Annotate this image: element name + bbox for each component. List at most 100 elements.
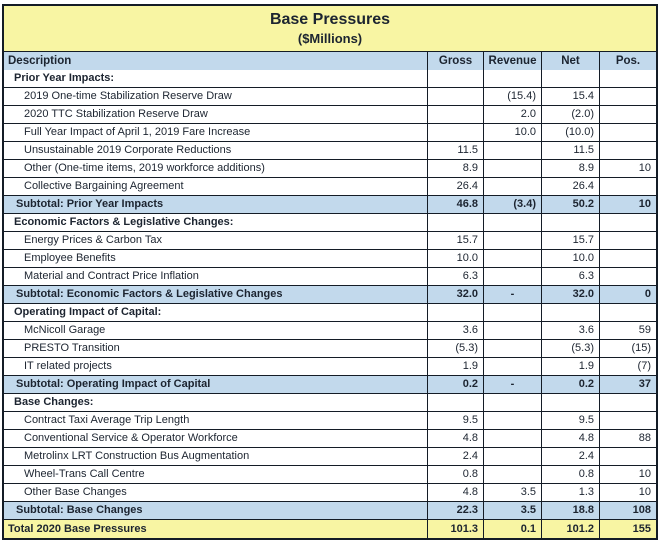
- cell-pos: 10: [599, 484, 656, 501]
- table-row-subtotal: Subtotal: Economic Factors & Legislative…: [4, 285, 656, 303]
- cell-net: [541, 214, 599, 231]
- cell-label: Full Year Impact of April 1, 2019 Fare I…: [24, 126, 251, 138]
- cell-label: Employee Benefits: [24, 252, 116, 264]
- cell-net: 0.8: [541, 466, 599, 483]
- cell-gross: 4.8: [427, 430, 483, 447]
- cell-net: 3.6: [541, 322, 599, 339]
- cell-revenue: [483, 178, 541, 195]
- cell-pos: [599, 232, 656, 249]
- cell-net: [541, 304, 599, 321]
- cell-revenue: [483, 214, 541, 231]
- column-header-revenue: Revenue: [483, 52, 541, 70]
- cell-label: 2019 One-time Stabilization Reserve Draw: [24, 90, 232, 102]
- table-row-data: 2019 One-time Stabilization Reserve Draw…: [4, 87, 656, 105]
- cell-pos: (15): [599, 340, 656, 357]
- table-row-data: Other (One-time items, 2019 workforce ad…: [4, 159, 656, 177]
- cell-net: 101.2: [541, 520, 599, 538]
- cell-pos: [599, 268, 656, 285]
- table-row-data: 2020 TTC Stabilization Reserve Draw 2.0 (2…: [4, 105, 656, 123]
- table-row-data: Wheel-Trans Call Centre 0.8 0.8 10: [4, 465, 656, 483]
- cell-revenue: (15.4): [483, 88, 541, 105]
- cell-label: Economic Factors & Legislative Changes:: [14, 216, 234, 228]
- table-row-data: Other Base Changes 4.8 3.5 1.3 10: [4, 483, 656, 501]
- cell-pos: 10: [599, 196, 656, 213]
- cell-pos: 155: [599, 520, 656, 538]
- table-row-data: Contract Taxi Average Trip Length 9.5 9.5: [4, 411, 656, 429]
- cell-pos: [599, 70, 656, 87]
- cell-pos: 0: [599, 286, 656, 303]
- cell-net: 1.3: [541, 484, 599, 501]
- cell-label: Subtotal: Operating Impact of Capital: [16, 378, 211, 390]
- cell-revenue: [483, 430, 541, 447]
- cell-gross: [427, 304, 483, 321]
- cell-label: Unsustainable 2019 Corporate Reductions: [24, 144, 232, 156]
- table-row-data: PRESTO Transition (5.3) (5.3) (15): [4, 339, 656, 357]
- column-header-gross: Gross: [427, 52, 483, 70]
- cell-gross: 32.0: [427, 286, 483, 303]
- cell-gross: (5.3): [427, 340, 483, 357]
- cell-net: 4.8: [541, 430, 599, 447]
- cell-revenue: 3.5: [483, 502, 541, 519]
- cell-net: 50.2: [541, 196, 599, 213]
- cell-revenue: [483, 340, 541, 357]
- table-row-data: Full Year Impact of April 1, 2019 Fare I…: [4, 123, 656, 141]
- table-row-data: IT related projects 1.9 1.9 (7): [4, 357, 656, 375]
- cell-pos: [599, 448, 656, 465]
- cell-gross: [427, 214, 483, 231]
- cell-label: Collective Bargaining Agreement: [24, 180, 184, 192]
- cell-net: 8.9: [541, 160, 599, 177]
- cell-pos: 59: [599, 322, 656, 339]
- column-header-net: Net: [541, 52, 599, 70]
- cell-label: Total 2020 Base Pressures: [8, 523, 147, 535]
- cell-revenue: [483, 394, 541, 411]
- cell-label: Operating Impact of Capital:: [14, 306, 162, 318]
- cell-net: 2.4: [541, 448, 599, 465]
- table-title: Base Pressures: [269, 11, 391, 28]
- cell-gross: 1.9: [427, 358, 483, 375]
- table-row-data: Conventional Service & Operator Workforc…: [4, 429, 656, 447]
- cell-revenue: [483, 448, 541, 465]
- cell-label: Prior Year Impacts:: [14, 72, 115, 84]
- column-header-pos: Pos.: [599, 52, 656, 70]
- cell-gross: 10.0: [427, 250, 483, 267]
- column-header-row: Description Gross Revenue Net Pos.: [4, 52, 656, 70]
- cell-gross: 26.4: [427, 178, 483, 195]
- cell-label: IT related projects: [24, 360, 112, 372]
- table-subtitle: ($Millions): [297, 31, 363, 46]
- cell-gross: 0.2: [427, 376, 483, 393]
- cell-revenue: [483, 268, 541, 285]
- cell-revenue: 2.0: [483, 106, 541, 123]
- cell-gross: 4.8: [427, 484, 483, 501]
- cell-gross: 101.3: [427, 520, 483, 538]
- table-row-data: Material and Contract Price Inflation 6.3…: [4, 267, 656, 285]
- cell-pos: 88: [599, 430, 656, 447]
- cell-gross: 0.8: [427, 466, 483, 483]
- cell-net: (2.0): [541, 106, 599, 123]
- cell-net: 18.8: [541, 502, 599, 519]
- cell-gross: 8.9: [427, 160, 483, 177]
- cell-revenue: [483, 232, 541, 249]
- base-pressures-table: Base Pressures ($Millions) Description G…: [2, 4, 658, 540]
- cell-net: 26.4: [541, 178, 599, 195]
- cell-label: Contract Taxi Average Trip Length: [24, 414, 190, 426]
- cell-label: Other Base Changes: [24, 486, 127, 498]
- table-row-section: Prior Year Impacts:: [4, 70, 656, 87]
- cell-revenue: [483, 412, 541, 429]
- cell-revenue: -: [483, 286, 541, 303]
- cell-label: McNicoll Garage: [24, 324, 106, 336]
- cell-label: Subtotal: Prior Year Impacts: [16, 198, 164, 210]
- cell-revenue: [483, 160, 541, 177]
- cell-net: (10.0): [541, 124, 599, 141]
- cell-net: 11.5: [541, 142, 599, 159]
- cell-pos: [599, 304, 656, 321]
- table-row-data: Metrolinx LRT Construction Bus Augmentat…: [4, 447, 656, 465]
- cell-gross: 11.5: [427, 142, 483, 159]
- cell-pos: (7): [599, 358, 656, 375]
- cell-label: Energy Prices & Carbon Tax: [24, 234, 162, 246]
- cell-net: [541, 394, 599, 411]
- cell-revenue: [483, 358, 541, 375]
- cell-label: Subtotal: Economic Factors & Legislative…: [16, 288, 283, 300]
- cell-pos: [599, 394, 656, 411]
- cell-revenue: -: [483, 376, 541, 393]
- table-title-block: Base Pressures ($Millions): [4, 6, 656, 52]
